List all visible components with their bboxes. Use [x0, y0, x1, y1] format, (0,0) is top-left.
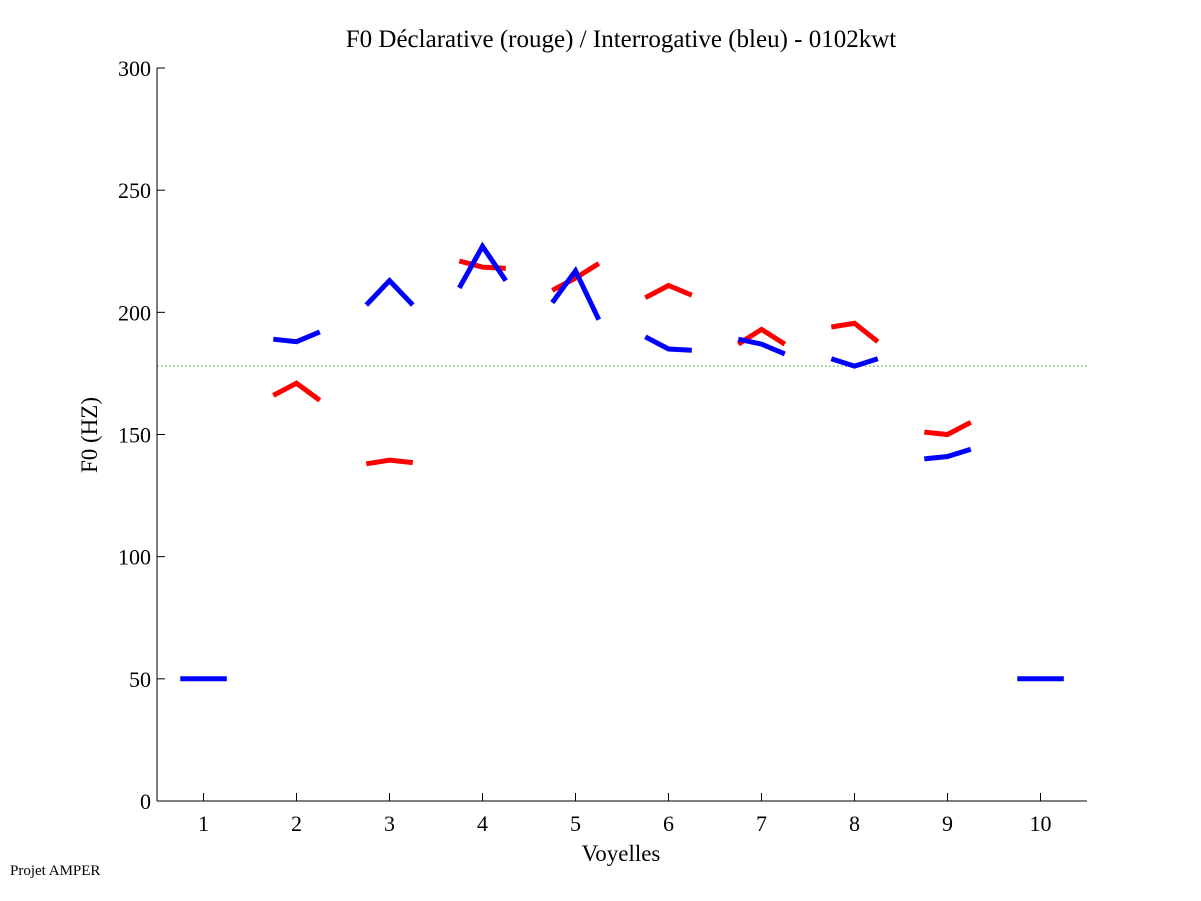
chart-title: F0 Déclarative (rouge) / Interrogative (… — [346, 26, 897, 53]
interrogative-segment-4 — [457, 241, 508, 290]
interrogative-segment-9 — [924, 446, 972, 462]
x-tick-label: 4 — [477, 811, 488, 836]
y-tick-label: 0 — [140, 789, 151, 814]
interrogative-segment-3 — [364, 276, 415, 307]
x-tick-label: 10 — [1030, 811, 1052, 836]
x-tick-label: 7 — [756, 811, 767, 836]
interrogative-segment-7 — [737, 336, 786, 357]
y-tick-label: 150 — [118, 423, 151, 448]
x-tick-label: 6 — [663, 811, 674, 836]
x-tick-label: 9 — [942, 811, 953, 836]
declarative-segment-4 — [551, 261, 601, 293]
x-tick-label: 3 — [384, 811, 395, 836]
y-tick-label: 50 — [129, 667, 151, 692]
interrogative-segment-8 — [830, 356, 879, 369]
x-tick-label: 1 — [198, 811, 209, 836]
y-tick-label: 200 — [118, 300, 151, 325]
interrogative-segment-2 — [273, 329, 321, 345]
declarative-segment-8 — [924, 420, 972, 438]
footer-credit: Projet AMPER — [10, 863, 101, 879]
y-tick-label: 300 — [118, 56, 151, 81]
y-axis-label: F0 (HZ) — [77, 397, 102, 473]
x-tick-label: 8 — [849, 811, 860, 836]
x-tick-label: 2 — [291, 811, 302, 836]
x-axis-label: Voyelles — [582, 841, 661, 866]
declarative-segment-5 — [644, 282, 693, 300]
interrogative-segment-5 — [550, 265, 602, 321]
interrogative-segment-6 — [644, 334, 692, 353]
x-tick-label: 5 — [570, 811, 581, 836]
y-tick-label: 250 — [118, 178, 151, 203]
y-tick-label: 100 — [118, 545, 151, 570]
declarative-segment-1 — [272, 380, 322, 403]
declarative-segment-2 — [365, 457, 414, 467]
declarative-segment-7 — [830, 320, 880, 344]
